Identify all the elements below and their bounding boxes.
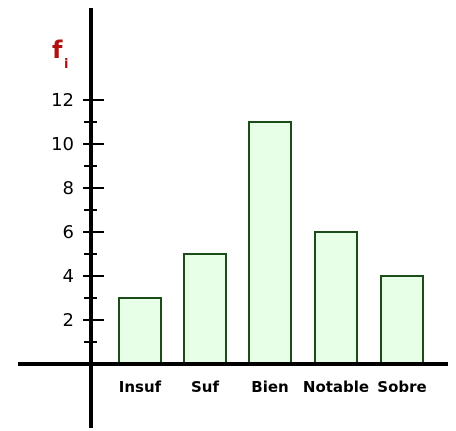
bar-notable — [314, 231, 358, 365]
y-tick-label: 10 — [51, 134, 74, 155]
bar-insuf — [118, 297, 162, 365]
y-axis-title: f i — [52, 36, 68, 72]
bars-group — [118, 121, 424, 365]
x-tick-label: Notable — [303, 378, 369, 396]
bar-suf — [183, 253, 227, 365]
y-tick-label: 2 — [63, 310, 74, 331]
x-tick-label: Bien — [251, 378, 288, 396]
y-tick-label: 8 — [63, 178, 74, 199]
bar-bien — [248, 121, 292, 365]
bar-sobre — [380, 275, 424, 365]
y-axis-label: f — [52, 36, 63, 64]
x-tick-label: Insuf — [119, 378, 162, 396]
x-tick-label: Sobre — [377, 378, 426, 396]
x-tick-label: Suf — [191, 378, 219, 396]
y-tick-label: 12 — [51, 90, 74, 111]
x-labels-group: Insuf Suf Bien Notable Sobre — [119, 378, 427, 396]
y-tick-label: 4 — [63, 266, 74, 287]
y-tick-label: 6 — [63, 222, 74, 243]
y-ticks-group: 2 4 6 8 10 12 — [51, 90, 104, 343]
y-axis-label-subscript: i — [64, 57, 68, 72]
